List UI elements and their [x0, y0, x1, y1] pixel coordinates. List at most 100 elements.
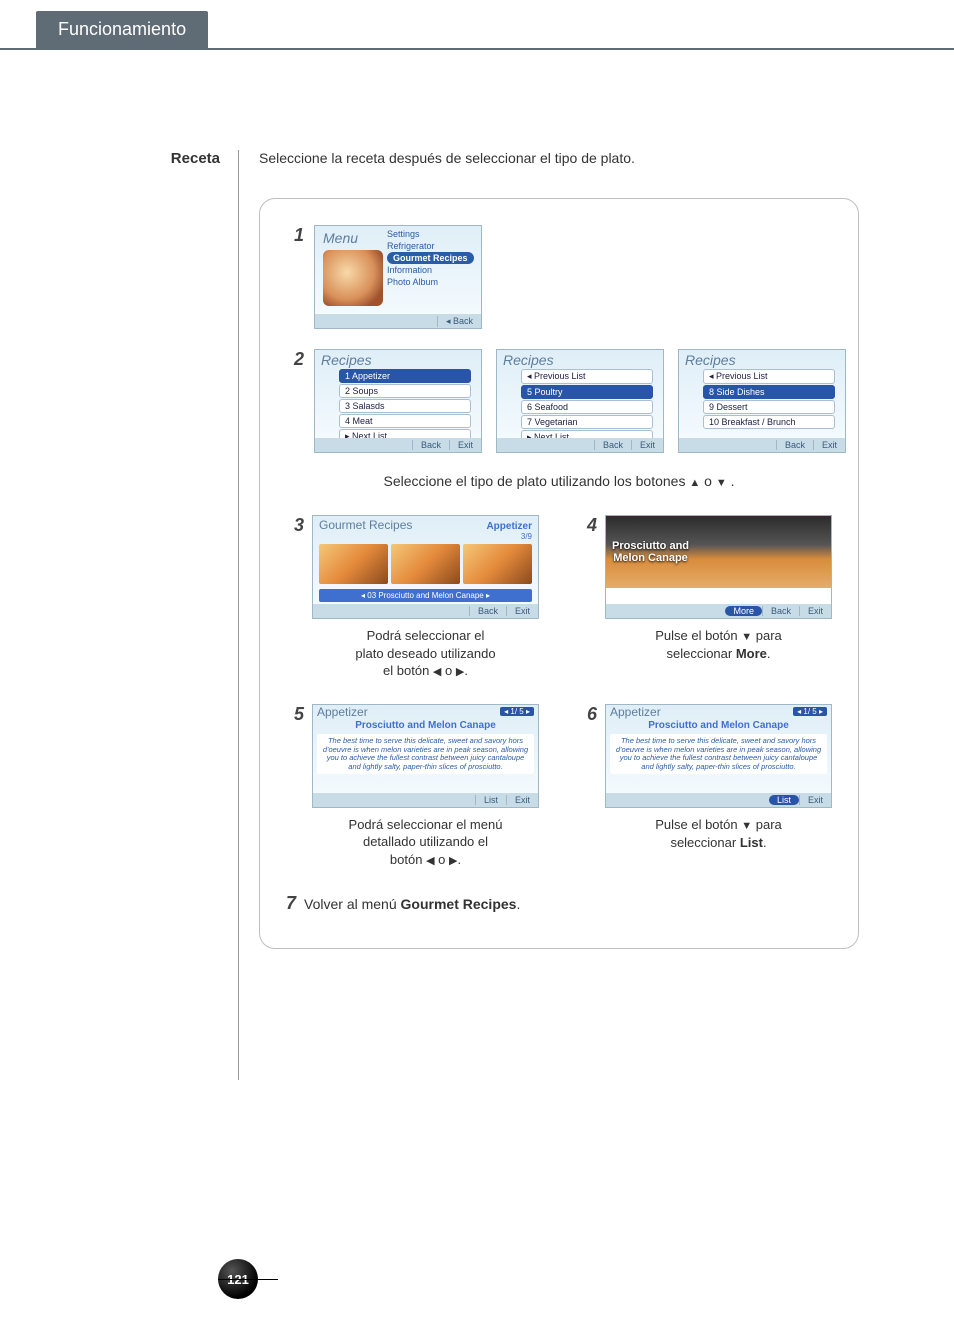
recipe-paragraph: The best time to serve this delicate, sw…: [317, 734, 534, 775]
page-number-badge: 121: [218, 1259, 258, 1299]
item-count: 3/9: [313, 532, 538, 541]
list-item-selected[interactable]: 1 Appetizer: [339, 369, 471, 383]
list-item-selected[interactable]: 8 Side Dishes: [703, 385, 835, 399]
screen-title: Recipes: [315, 350, 481, 368]
back-button[interactable]: Back: [762, 606, 799, 616]
screen-footer: Back Exit: [315, 438, 481, 452]
food-image: Menu: [315, 226, 383, 328]
recipe-text-screenshot: Appetizer ◂ 1/ 5 ▸ Prosciutto and Melon …: [605, 704, 832, 808]
exit-button[interactable]: Exit: [449, 440, 481, 450]
up-icon: [689, 473, 700, 489]
screen-title: Appetizer: [317, 705, 368, 719]
menu-item[interactable]: Information: [387, 264, 475, 276]
step-4: 4 Prosciutto and Melon Canape: [579, 515, 832, 680]
intro-text: Seleccione la receta después de seleccio…: [259, 150, 894, 166]
recipes-list: ◂ Previous List 5 Poultry 6 Seafood 7 Ve…: [497, 369, 663, 445]
recipe-photo: Prosciutto and Melon Canape: [606, 516, 831, 588]
back-button[interactable]: Back: [412, 440, 449, 450]
menu-item-selected[interactable]: Gourmet Recipes: [387, 252, 474, 264]
menu-list: Settings Refrigerator Gourmet Recipes In…: [383, 226, 481, 328]
list-item[interactable]: 10 Breakfast / Brunch: [703, 415, 835, 429]
menu-item[interactable]: Refrigerator: [387, 240, 475, 252]
page-number: 121: [218, 1259, 258, 1299]
screen-footer: Back Exit: [679, 438, 845, 452]
step-7: 7 Volver al menú Gourmet Recipes.: [286, 893, 832, 914]
list-item[interactable]: 3 Salasds: [339, 399, 471, 413]
steps-box: 1 Menu Settings Refrigerator Gourmet Rec…: [259, 198, 859, 949]
left-icon: [426, 852, 434, 867]
more-button[interactable]: More: [725, 606, 762, 616]
menu-screenshot: Menu Settings Refrigerator Gourmet Recip…: [314, 225, 482, 329]
list-item[interactable]: 7 Vegetarian: [521, 415, 653, 429]
step-3-caption: Podrá seleccionar el plato deseado utili…: [312, 627, 539, 680]
thumb-image: [463, 544, 532, 584]
recipes-screenshot-c: Recipes ◂ Previous List 8 Side Dishes 9 …: [678, 349, 846, 453]
step-2-instruction: Seleccione el tipo de plato utilizando l…: [286, 473, 832, 489]
list-button[interactable]: List: [769, 795, 799, 805]
exit-button[interactable]: Exit: [799, 606, 831, 616]
back-button[interactable]: Back: [776, 440, 813, 450]
step-number: 4: [579, 515, 597, 680]
page-indicator: ◂ 1/ 5 ▸: [793, 707, 827, 716]
back-button[interactable]: Back: [594, 440, 631, 450]
recipe-sub-title: Prosciutto and Melon Canape: [313, 719, 538, 732]
step-6: 6 Appetizer ◂ 1/ 5 ▸ Prosciutto and Melo…: [579, 704, 832, 869]
step-number: 2: [286, 349, 304, 370]
step-3: 3 Gourmet Recipes Appetizer 3/9: [286, 515, 539, 680]
screen-title: Recipes: [497, 350, 663, 368]
food-thumbnails: [313, 541, 538, 587]
list-item[interactable]: 2 Soups: [339, 384, 471, 398]
exit-button[interactable]: Exit: [506, 795, 538, 805]
screen-footer: List Exit: [313, 793, 538, 807]
screen-subtitle: Appetizer: [486, 521, 532, 532]
page-indicator: ◂ 1/ 5 ▸: [500, 707, 534, 716]
content-area: Receta Seleccione la receta después de s…: [0, 150, 954, 1080]
exit-button[interactable]: Exit: [506, 606, 538, 616]
exit-button[interactable]: Exit: [799, 795, 831, 805]
step-number: 1: [286, 225, 304, 246]
steps-3-4-row: 3 Gourmet Recipes Appetizer 3/9: [286, 515, 832, 680]
exit-button[interactable]: Exit: [631, 440, 663, 450]
screen-footer: Back Exit: [313, 604, 538, 618]
header-bar: Funcionamiento: [0, 10, 954, 50]
right-column: Seleccione la receta después de seleccio…: [239, 150, 954, 1080]
step-1: 1 Menu Settings Refrigerator Gourmet Rec…: [286, 225, 832, 329]
menu-item[interactable]: Photo Album: [387, 276, 475, 288]
down-icon: [741, 817, 752, 832]
back-button[interactable]: ◂ Back: [437, 316, 481, 327]
step-6-caption: Pulse el botón para seleccionar List.: [605, 816, 832, 851]
list-button[interactable]: List: [475, 795, 506, 805]
step-number: 6: [579, 704, 597, 869]
screen-footer: Back Exit: [497, 438, 663, 452]
screen-footer: List Exit: [606, 793, 831, 807]
menu-item[interactable]: Settings: [387, 228, 475, 240]
list-item[interactable]: 6 Seafood: [521, 400, 653, 414]
list-item[interactable]: 9 Dessert: [703, 400, 835, 414]
list-item[interactable]: ◂ Previous List: [521, 369, 653, 384]
steps-5-6-row: 5 Appetizer ◂ 1/ 5 ▸ Prosciutto and Melo…: [286, 704, 832, 869]
recipes-list: ◂ Previous List 8 Side Dishes 9 Dessert …: [679, 369, 845, 429]
thumb-image: [319, 544, 388, 584]
recipes-screenshot-a: Recipes 1 Appetizer 2 Soups 3 Salasds 4 …: [314, 349, 482, 453]
thumb-image: [391, 544, 460, 584]
step-2: 2 Recipes 1 Appetizer 2 Soups 3 Salasds …: [286, 349, 832, 453]
selection-bar[interactable]: ◂ 03 Prosciutto and Melon Canape ▸: [319, 589, 532, 602]
screens-row: Recipes 1 Appetizer 2 Soups 3 Salasds 4 …: [314, 349, 846, 453]
step-5: 5 Appetizer ◂ 1/ 5 ▸ Prosciutto and Melo…: [286, 704, 539, 869]
down-icon: [716, 473, 727, 489]
gourmet-recipes-screenshot: Gourmet Recipes Appetizer 3/9 ◂ 03 Prosc…: [312, 515, 539, 619]
screen-title: Gourmet Recipes: [319, 518, 412, 532]
exit-button[interactable]: Exit: [813, 440, 845, 450]
step-number: 3: [286, 515, 304, 680]
recipes-screenshot-b: Recipes ◂ Previous List 5 Poultry 6 Seaf…: [496, 349, 664, 453]
recipe-paragraph: The best time to serve this delicate, sw…: [610, 734, 827, 775]
step-number: 5: [286, 704, 304, 869]
list-item-selected[interactable]: 5 Poultry: [521, 385, 653, 399]
manual-page: Funcionamiento Receta Seleccione la rece…: [0, 10, 954, 1317]
list-item[interactable]: 4 Meat: [339, 414, 471, 428]
screen-footer: More Back Exit: [606, 604, 831, 618]
screen-title: Appetizer: [610, 705, 661, 719]
list-item[interactable]: ◂ Previous List: [703, 369, 835, 384]
back-button[interactable]: Back: [469, 606, 506, 616]
header-tab: Funcionamiento: [36, 11, 208, 48]
